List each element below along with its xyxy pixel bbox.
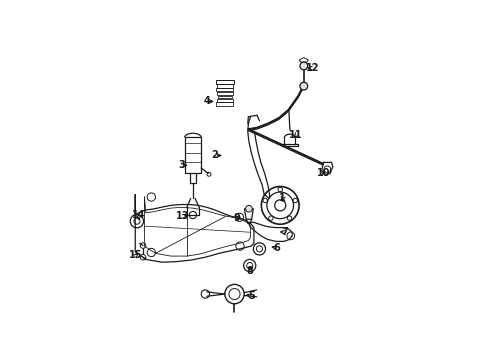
Text: 1: 1: [279, 193, 286, 203]
Text: 12: 12: [306, 63, 319, 73]
Text: 6: 6: [273, 243, 280, 253]
Text: 11: 11: [289, 130, 303, 140]
Text: 10: 10: [317, 168, 330, 179]
Text: 4: 4: [204, 96, 211, 107]
Text: 7: 7: [282, 227, 288, 237]
Text: 14: 14: [132, 210, 146, 220]
Circle shape: [300, 82, 308, 90]
Text: 2: 2: [211, 150, 218, 161]
Text: 9: 9: [233, 213, 240, 223]
Text: 13: 13: [175, 211, 189, 221]
Text: 15: 15: [129, 250, 143, 260]
Text: 3: 3: [178, 160, 185, 170]
Circle shape: [245, 205, 252, 212]
Text: 8: 8: [247, 266, 254, 276]
Text: 5: 5: [248, 291, 255, 301]
Circle shape: [300, 62, 308, 70]
